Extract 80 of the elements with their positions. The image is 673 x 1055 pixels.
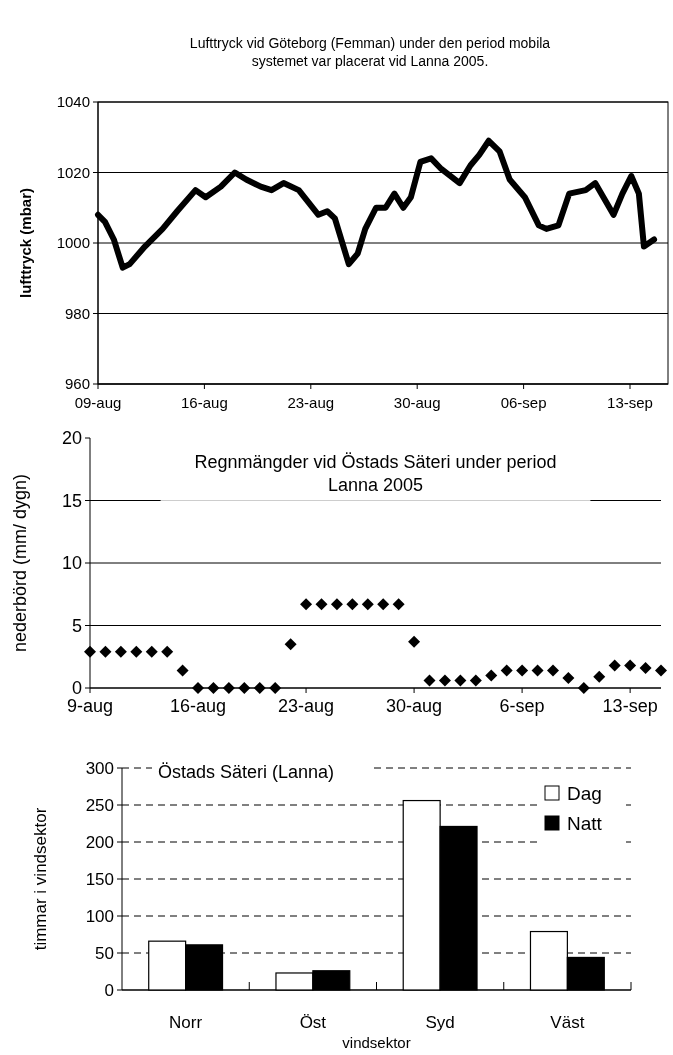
y-tick-label: 150 (85, 869, 114, 889)
x-tick-label: Syd (425, 1013, 455, 1032)
point (114, 645, 127, 658)
point (531, 664, 544, 677)
point (361, 598, 374, 611)
x-tick-label: 6-sep (499, 696, 545, 716)
x-tick-label: 9-aug (66, 696, 114, 716)
y-tick-label: 0 (104, 980, 114, 1000)
x-tick-label: 13-sep (602, 696, 658, 716)
point (408, 635, 421, 648)
y-tick-label: 300 (85, 758, 114, 778)
point (192, 682, 205, 694)
x-tick-label: 06-sep (500, 394, 547, 411)
x-tick-label: 09-aug (74, 394, 122, 411)
legend-label: Dag (567, 782, 602, 804)
point (207, 682, 220, 694)
point (145, 645, 158, 658)
text: Regnmängder vid Östads Säteri under period Lanna 2005 (194, 452, 557, 496)
x-tick-label: Norr (169, 1013, 203, 1032)
point (253, 682, 266, 694)
point (500, 664, 513, 677)
point (485, 669, 498, 682)
point (238, 682, 251, 694)
y-tick-label: 1040 (56, 93, 90, 111)
y-tick-label: 980 (64, 304, 90, 322)
x-tick-label: Väst (550, 1013, 585, 1032)
y-tick-label: 10 (61, 553, 82, 574)
x-axis-title: vindsektor (342, 1034, 411, 1051)
point (608, 659, 621, 672)
x-tick-label: 23-aug (287, 394, 335, 411)
y-axis-title: lufttryck (mbar) (17, 187, 35, 299)
point (639, 662, 652, 674)
point (562, 672, 575, 684)
point (546, 664, 559, 677)
y-tick-label: 960 (64, 375, 90, 393)
y-tick-label: 100 (85, 906, 114, 926)
y-tick-label: 250 (85, 795, 114, 815)
chart-title: Lufttryck vid Göteborg (Femman) under den period mobila systemet var placerat vid Lanna 2005. (189, 35, 551, 70)
point (469, 674, 482, 687)
x-tick-label: 30-aug (393, 394, 441, 411)
point (438, 674, 451, 687)
y-tick-label: 50 (95, 943, 114, 963)
y-tick-label: 200 (85, 832, 114, 852)
point (516, 664, 529, 677)
point (130, 645, 143, 658)
point (624, 659, 637, 672)
point (222, 682, 235, 694)
y-tick-label: 5 (71, 615, 82, 636)
point (392, 598, 405, 611)
y-tick-label: 0 (71, 678, 82, 699)
x-tick-label: 13-sep (607, 394, 653, 411)
point (454, 674, 467, 687)
point (269, 682, 282, 694)
point (655, 664, 667, 677)
x-tick-label: 16-aug (170, 696, 227, 716)
y-axis-title: nederbörd (mm/ dygn) (10, 473, 31, 653)
point (377, 598, 390, 611)
point (593, 670, 606, 683)
point (99, 645, 112, 658)
point (577, 682, 590, 694)
point (300, 598, 313, 611)
y-tick-label: 1020 (56, 163, 90, 181)
x-tick-label: 23-aug (278, 696, 335, 716)
legend-label: Natt (567, 812, 603, 834)
y-tick-label: 1000 (56, 234, 90, 252)
y-axis-title: timmar i vindsektor (30, 807, 50, 951)
x-tick-label: 30-aug (386, 696, 443, 716)
chart-title: Östads Säteri (Lanna) (158, 762, 335, 782)
point (84, 645, 96, 658)
point (423, 674, 436, 687)
point (346, 598, 359, 611)
y-tick-label: 15 (61, 490, 82, 511)
x-tick-label: Öst (299, 1013, 327, 1032)
x-tick-label: 16-aug (181, 394, 228, 411)
point (284, 638, 297, 651)
y-tick-label: 20 (61, 428, 82, 449)
point (315, 598, 328, 611)
point (176, 664, 189, 677)
point (330, 598, 343, 611)
point (161, 645, 174, 658)
